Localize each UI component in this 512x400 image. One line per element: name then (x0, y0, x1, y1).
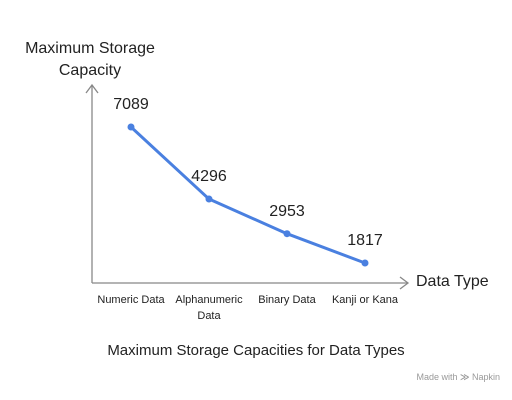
data-label: 7089 (113, 96, 149, 113)
chart-title: Maximum Storage Capacities for Data Type… (107, 342, 405, 359)
x-axis-arrow (399, 276, 410, 290)
point (361, 259, 369, 267)
x-tick-label: Numeric Data (97, 294, 165, 306)
y-axis-arrow (85, 83, 99, 94)
data-label: 1817 (347, 232, 383, 249)
x-tick-label: Kanji or Kana (331, 294, 399, 306)
x-tick-label: Binary Data (258, 294, 316, 306)
x-tick-label: Alphanumeric Data (175, 294, 243, 322)
y-axis-label: Maximum Storage Capacity (25, 40, 155, 79)
point (205, 195, 213, 203)
watermark-prefix: Made with (416, 372, 458, 382)
point (127, 123, 135, 131)
data-label: 2953 (269, 202, 305, 220)
point (283, 230, 291, 238)
axes (85, 83, 410, 290)
watermark-brand: Napkin (471, 372, 500, 382)
x-axis-label: Data Type (416, 273, 489, 290)
watermark: Made with ≫ Napkin (416, 372, 501, 382)
line (129, 125, 366, 265)
data-label: 4296 (191, 168, 227, 186)
